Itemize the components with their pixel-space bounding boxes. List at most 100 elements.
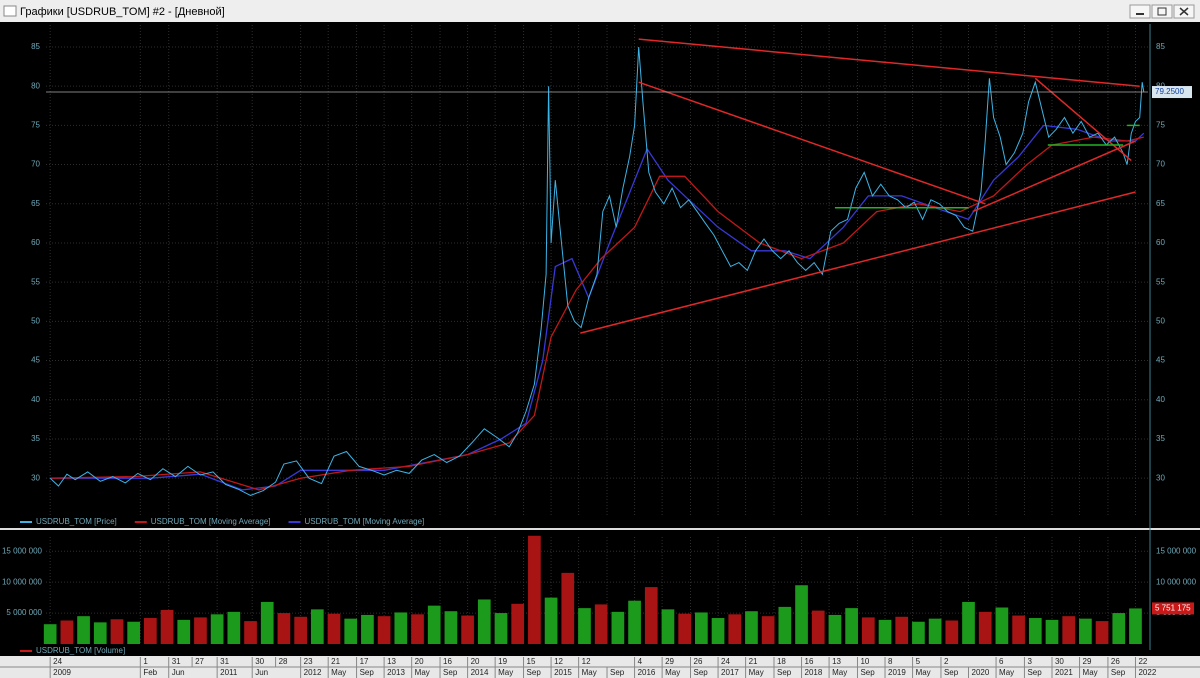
volume-bar xyxy=(127,621,141,644)
volume-bar xyxy=(43,624,57,644)
volume-bar xyxy=(377,616,391,644)
volume-bar xyxy=(244,621,257,644)
minimize-button[interactable] xyxy=(1129,4,1151,19)
volume-bar xyxy=(494,613,508,644)
x-tick-label: May xyxy=(498,668,513,677)
x-tick-label: 2011 xyxy=(220,668,238,677)
last-volume-label: 5 751 175 xyxy=(1155,604,1191,613)
y-tick-label: 60 xyxy=(31,238,40,247)
x-tick-label: May xyxy=(749,668,764,677)
window-icon xyxy=(3,5,17,17)
restore-button[interactable] xyxy=(1151,4,1173,19)
y-tick-label: 15 000 000 xyxy=(2,546,43,555)
x-tick-label-top: 20 xyxy=(415,657,424,666)
x-tick-label-top: 26 xyxy=(1111,657,1120,666)
y-tick-label: 55 xyxy=(31,277,40,286)
y-tick-label-right: 75 xyxy=(1156,120,1165,129)
volume-bar xyxy=(528,535,541,644)
volume-bar xyxy=(60,620,74,644)
x-tick-label: 2016 xyxy=(638,668,656,677)
x-tick-label: 2021 xyxy=(1055,668,1073,677)
x-tick-label-top: 13 xyxy=(832,657,841,666)
volume-bar xyxy=(361,614,374,644)
x-tick-label-top: 8 xyxy=(888,657,893,666)
restore-icon xyxy=(1157,7,1167,16)
x-tick-label: Sep xyxy=(944,668,959,677)
y-tick-label: 5 000 000 xyxy=(6,608,42,617)
volume-bar xyxy=(394,612,408,644)
x-tick-label-top: 26 xyxy=(694,657,703,666)
volume-bar xyxy=(1095,621,1109,644)
x-tick-label: May xyxy=(832,668,847,677)
volume-bar xyxy=(711,618,725,644)
x-tick-label-top: 2 xyxy=(944,657,949,666)
y-tick-label: 30 xyxy=(31,473,40,482)
x-tick-label-top: 12 xyxy=(554,657,563,666)
y-tick-label-right: 40 xyxy=(1156,395,1165,404)
x-tick-label: Jun xyxy=(172,668,185,677)
volume-bar xyxy=(427,605,441,644)
x-tick-label: 2009 xyxy=(53,668,71,677)
x-tick-label: May xyxy=(916,668,931,677)
legend-label: USDRUB_TOM [Moving Average] xyxy=(151,517,271,526)
volume-bar xyxy=(611,611,625,644)
y-tick-label-right: 15 000 000 xyxy=(1156,546,1197,555)
x-tick-label-top: 3 xyxy=(1027,657,1032,666)
volume-bar xyxy=(160,609,174,644)
x-tick-label-top: 24 xyxy=(53,657,62,666)
volume-bar xyxy=(644,587,658,644)
volume-bar xyxy=(678,613,692,644)
x-tick-label: Sep xyxy=(1027,668,1042,677)
volume-bar xyxy=(1062,616,1076,644)
volume-bar xyxy=(194,617,207,644)
volume-bar xyxy=(578,608,591,644)
x-tick-label-top: 20 xyxy=(471,657,480,666)
x-tick-label-top: 18 xyxy=(777,657,786,666)
volume-bar xyxy=(861,617,875,644)
y-tick-label-right: 50 xyxy=(1156,316,1165,325)
volume-bar xyxy=(177,619,191,644)
volume-bar xyxy=(327,613,341,644)
volume-bar xyxy=(878,619,892,644)
x-tick-label: Jun xyxy=(255,668,268,677)
volume-bar xyxy=(277,613,291,644)
x-tick-label: Feb xyxy=(143,668,157,677)
x-tick-label-top: 10 xyxy=(860,657,869,666)
x-tick-label: 2013 xyxy=(387,668,405,677)
x-tick-label-top: 17 xyxy=(360,657,369,666)
y-tick-label: 35 xyxy=(31,434,40,443)
x-tick-label-top: 22 xyxy=(1138,657,1147,666)
y-tick-label-right: 30 xyxy=(1156,473,1165,482)
x-tick-label: Sep xyxy=(860,668,875,677)
x-tick-label-top: 30 xyxy=(255,657,264,666)
y-tick-label-right: 55 xyxy=(1156,277,1165,286)
volume-bar xyxy=(77,616,90,644)
x-tick-label-top: 30 xyxy=(1055,657,1064,666)
volume-bar xyxy=(945,620,959,644)
volume-bar xyxy=(93,622,107,644)
x-tick-label: Sep xyxy=(527,668,542,677)
x-tick-label-top: 16 xyxy=(805,657,814,666)
volume-bar xyxy=(344,618,358,644)
x-tick-label-top: 4 xyxy=(638,657,643,666)
x-tick-label-top: 19 xyxy=(498,657,507,666)
y-tick-label-right: 85 xyxy=(1156,42,1165,51)
volume-bar xyxy=(912,621,925,644)
y-tick-label: 70 xyxy=(31,160,40,169)
last-volume-box xyxy=(1152,602,1194,615)
legend-label: USDRUB_TOM [Moving Average] xyxy=(305,517,425,526)
y-tick-label-right: 45 xyxy=(1156,356,1165,365)
x-tick-label-top: 31 xyxy=(220,657,229,666)
volume-bar xyxy=(995,607,1009,644)
x-tick-label-top: 24 xyxy=(721,657,730,666)
x-tick-label: May xyxy=(1083,668,1098,677)
x-tick-label-top: 6 xyxy=(999,657,1004,666)
volume-bar xyxy=(628,600,641,644)
volume-bar xyxy=(511,603,525,644)
x-tick-label-top: 31 xyxy=(172,657,181,666)
last-price-label: 79.2500 xyxy=(1155,87,1184,96)
y-tick-label-right: 35 xyxy=(1156,434,1165,443)
x-tick-label: Sep xyxy=(777,668,792,677)
volume-bar xyxy=(1028,618,1042,644)
